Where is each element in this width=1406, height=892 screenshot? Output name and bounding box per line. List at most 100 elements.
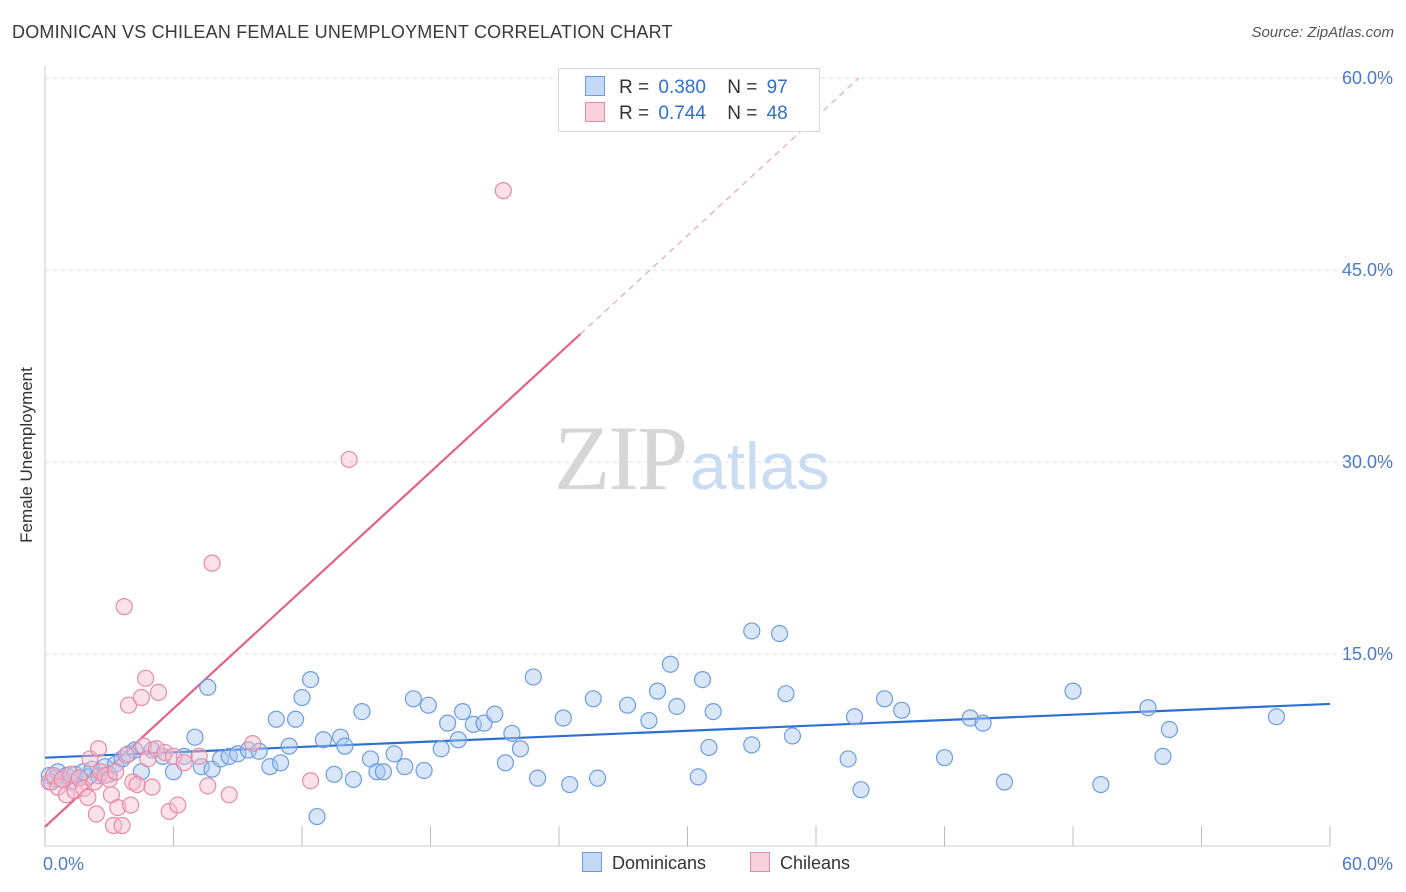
data-point-chileans xyxy=(107,763,125,781)
data-point-chileans xyxy=(143,778,161,796)
legend-swatch-chileans xyxy=(585,102,605,122)
data-point-dominicans xyxy=(875,690,894,708)
legend-n-label: N = xyxy=(727,103,758,124)
y-tick-label: 15.0% xyxy=(1342,644,1393,664)
trend-line-chileans xyxy=(44,333,582,828)
data-point-dominicans xyxy=(700,738,718,757)
data-point-dominicans xyxy=(1064,682,1082,700)
data-point-dominicans xyxy=(995,773,1014,791)
data-point-dominicans xyxy=(974,714,992,732)
data-point-dominicans xyxy=(496,754,515,772)
data-point-chileans xyxy=(164,747,183,766)
data-point-chileans xyxy=(203,554,221,572)
data-point-dominicans xyxy=(503,724,521,742)
legend-row-dominicans: R = 0.380 N = 97 xyxy=(585,76,788,100)
legend-n-value: 48 xyxy=(766,103,788,124)
data-point-dominicans xyxy=(404,690,422,708)
data-point-dominicans xyxy=(935,749,954,767)
data-point-dominicans xyxy=(640,711,658,730)
data-point-chileans xyxy=(87,805,106,823)
data-point-dominicans xyxy=(1160,720,1178,739)
data-point-dominicans xyxy=(668,697,686,716)
y-tick-label: 60.0% xyxy=(1342,68,1393,88)
data-point-chileans xyxy=(119,696,138,714)
data-point-dominicans xyxy=(293,688,311,707)
data-point-chileans xyxy=(132,688,150,707)
legend-swatch-chileans xyxy=(750,852,770,872)
x-tick-label: 0.0% xyxy=(43,854,84,874)
legend-item-dominicans[interactable]: Dominicans xyxy=(582,852,706,874)
data-point-dominicans xyxy=(839,750,857,768)
data-point-dominicans xyxy=(199,678,217,696)
data-point-dominicans xyxy=(845,708,864,726)
data-point-chileans xyxy=(62,765,80,783)
data-point-chileans xyxy=(169,796,187,814)
data-point-dominicans xyxy=(743,622,761,640)
data-point-dominicans xyxy=(1154,747,1172,766)
data-point-chileans xyxy=(494,182,512,200)
data-point-dominicans xyxy=(229,745,247,763)
legend-row-chileans: R = 0.744 N = 48 xyxy=(585,102,788,126)
data-point-dominicans xyxy=(1092,775,1110,794)
data-point-dominicans xyxy=(280,737,298,755)
data-point-dominicans xyxy=(267,710,285,728)
data-point-dominicans xyxy=(528,769,547,787)
data-point-dominicans xyxy=(693,670,712,689)
data-point-dominicans xyxy=(770,624,789,643)
data-point-dominicans xyxy=(852,781,870,799)
data-point-dominicans xyxy=(704,702,722,721)
data-point-dominicans xyxy=(415,761,433,780)
data-point-dominicans xyxy=(524,668,542,686)
y-tick-label: 45.0% xyxy=(1342,260,1393,280)
data-point-dominicans xyxy=(743,736,761,754)
data-point-dominicans xyxy=(584,690,602,708)
data-point-chileans xyxy=(156,743,174,762)
data-point-chileans xyxy=(147,740,165,758)
y-tick-labels: 15.0% 30.0% 45.0% 60.0% xyxy=(1342,68,1393,664)
data-point-dominicans xyxy=(432,740,450,758)
legend-n-value: 97 xyxy=(766,77,788,98)
data-point-dominicans xyxy=(661,655,679,673)
data-point-dominicans xyxy=(648,682,667,700)
data-point-dominicans xyxy=(554,709,572,727)
chart-title: DOMINICAN VS CHILEAN FEMALE UNEMPLOYMENT… xyxy=(12,22,673,42)
data-point-dominicans xyxy=(314,731,333,749)
data-point-dominicans xyxy=(126,741,144,759)
data-point-chileans xyxy=(220,786,238,804)
data-point-chileans xyxy=(244,734,262,753)
data-point-chileans xyxy=(340,450,358,469)
correlation-legend: R = 0.380 N = 97 R = 0.744 N = 48 xyxy=(558,68,820,132)
data-point-chileans xyxy=(115,598,133,616)
data-point-dominicans xyxy=(261,758,279,776)
data-point-dominicans xyxy=(1267,708,1286,726)
data-points xyxy=(40,182,1286,835)
data-point-chileans xyxy=(113,816,131,835)
data-point-dominicans xyxy=(588,769,607,787)
data-point-chileans xyxy=(199,777,217,795)
data-point-dominicans xyxy=(777,685,795,703)
data-point-dominicans xyxy=(301,670,320,689)
data-point-dominicans xyxy=(689,768,707,786)
legend-label-chileans: Chileans xyxy=(780,853,851,873)
legend-r-label: R = xyxy=(619,77,650,98)
data-point-dominicans xyxy=(271,754,290,772)
data-point-chileans xyxy=(137,669,155,687)
data-point-chileans xyxy=(122,796,140,814)
data-point-dominicans xyxy=(368,763,386,781)
data-point-dominicans xyxy=(783,727,802,745)
legend-item-chileans[interactable]: Chileans xyxy=(750,852,850,874)
data-point-dominicans xyxy=(336,737,354,755)
data-point-chileans xyxy=(79,788,97,806)
data-point-dominicans xyxy=(286,710,305,728)
data-point-chileans xyxy=(175,754,193,772)
data-point-dominicans xyxy=(439,714,457,732)
source-label: Source: ZipAtlas.com xyxy=(1251,24,1394,41)
x-axis xyxy=(44,826,1331,847)
data-point-dominicans xyxy=(893,701,911,719)
data-point-dominicans xyxy=(454,702,472,721)
data-point-dominicans xyxy=(353,702,371,721)
data-point-chileans xyxy=(301,772,320,790)
data-point-chileans xyxy=(74,779,93,798)
trend-extension-chileans xyxy=(580,77,860,335)
data-point-chileans xyxy=(134,737,153,755)
